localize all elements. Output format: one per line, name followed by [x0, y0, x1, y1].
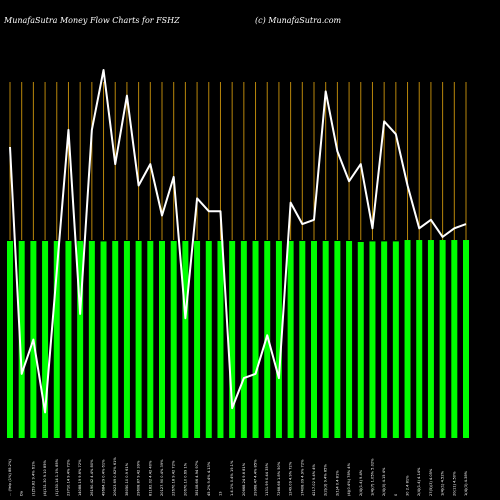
x-tick-label: 1.4.1% 0.4% 19.1% [230, 460, 234, 496]
bar [77, 241, 84, 438]
bar [252, 241, 259, 438]
chart-title: MunafaSutra Money Flow Charts for FSHZ [3, 16, 180, 25]
x-tick-label: 38050.10 0.9 61% [125, 462, 129, 496]
x-tick-label: (1)130.14 1.1% 85% [55, 458, 59, 496]
bar [123, 241, 130, 438]
x-tick-label: 49684.29 0.4% 61% [102, 459, 106, 496]
bar [147, 241, 154, 438]
watermark: (c) MunafaSutra.com [255, 16, 342, 25]
bar [229, 241, 236, 438]
x-tick-label: 30 2.4 81% [406, 475, 410, 496]
x-tick-label: 26190.42 4.4% 80% [90, 459, 94, 496]
bar [275, 241, 282, 438]
x-tick-label: 81182.02 4.42 40% [148, 460, 152, 496]
x-tick-label: 27(5)(3) 4.05% [429, 468, 433, 496]
bar [53, 241, 60, 438]
bar [311, 241, 317, 438]
x-tick-label: 45.2% 9.4% 4.13% [207, 461, 211, 496]
x-tick-label: (1)59.82 9.4% 61% [31, 461, 35, 496]
x-tick-label: 20670.10 0.69 1% [183, 462, 187, 496]
x-tick-label: 23710.14 9.4% 72% [66, 459, 70, 496]
bar [404, 240, 411, 438]
x-tick-label: 0 [394, 493, 398, 496]
bar [369, 241, 376, 438]
bar [112, 241, 119, 438]
x-tick-label: 17408.09 4.9% 72% [300, 459, 304, 496]
bar [381, 241, 388, 438]
x-tick-label: 20623.69 0.62% 61% [113, 457, 117, 496]
bar [88, 241, 95, 438]
x-tick-label: 7268.68 1.8% 50% [277, 461, 281, 496]
x-tick-label: (4)(0.4%) 78% 4% [347, 462, 351, 496]
bar [416, 240, 423, 438]
bar [264, 241, 271, 438]
x-tick-label: ... (Yelp (1%) 88.2%) [8, 459, 12, 496]
bar [182, 241, 189, 438]
x-tick-label: Da [20, 491, 24, 496]
x-tick-label: 1(4)(3) 4.38% [464, 470, 468, 496]
x-tick-label: 1249.09 4.9% 72% [289, 461, 293, 496]
money-flow-line [9, 68, 467, 414]
x-tick-label: 2(4)(0) 4.15 4% [382, 467, 386, 496]
bar [346, 241, 353, 438]
x-tick-label: 2(1)4 0.4 81% [335, 470, 339, 496]
x-tick-label: (4)131.30 9.10 85% [43, 459, 47, 496]
x-tick-label: 14088.19 9.6% 72% [78, 459, 82, 496]
bar [217, 241, 224, 438]
x-tick-label: 1131.99 0.44 35% [265, 462, 269, 496]
x-tick-label: 29968.47 4.4% 85% [254, 459, 258, 496]
x-tick-label: 20(11) 4.50% [452, 471, 456, 496]
bar [18, 241, 25, 438]
bar [357, 241, 364, 438]
x-tick-label: 20127.90 0.4% 39% [160, 459, 164, 496]
x-tick-label: 29608.87 9.42 39% [137, 460, 141, 496]
line-series [9, 68, 467, 414]
x-tick-label: 1(4)(1) 4.52% [441, 470, 445, 496]
bar [334, 241, 341, 438]
bar [322, 241, 329, 438]
bar [240, 241, 247, 438]
x-tick-label: 2(4)(1.4) 9.4% [359, 469, 363, 496]
bar [194, 241, 201, 438]
bar [287, 241, 294, 438]
bar [135, 241, 142, 438]
bar [439, 240, 446, 438]
bar [42, 241, 49, 438]
bar [427, 240, 434, 438]
x-tick-label: 1(4)(7) 1.05% 5.02% [370, 458, 374, 496]
x-tick-label: 22670.18 9.42 72% [172, 460, 176, 496]
bar [451, 240, 458, 438]
x-axis-tick-labels: ... (Yelp (1%) 88.2%) Da (1)59.82 9.4% 61%… [8, 457, 468, 496]
bar [299, 241, 306, 438]
x-tick-label: 38108.66 4.94 97% [195, 460, 199, 496]
x-tick-label: 2(2)(3) 9.4% 85% [324, 464, 328, 496]
bar [100, 241, 107, 438]
x-tick-label: 4217.02 9.4% 4% [312, 463, 316, 496]
x-tick-label: 13 [218, 491, 222, 496]
x-tick-label: 2(4)(1.4) 4.14% [417, 467, 421, 496]
bar [7, 241, 13, 438]
x-tick-label: 20668.24 9.6 81% [242, 462, 246, 496]
bar [392, 241, 399, 438]
bar [159, 241, 165, 438]
bar [463, 240, 469, 438]
bar [170, 241, 177, 438]
bar [205, 241, 212, 438]
bar [65, 241, 72, 438]
